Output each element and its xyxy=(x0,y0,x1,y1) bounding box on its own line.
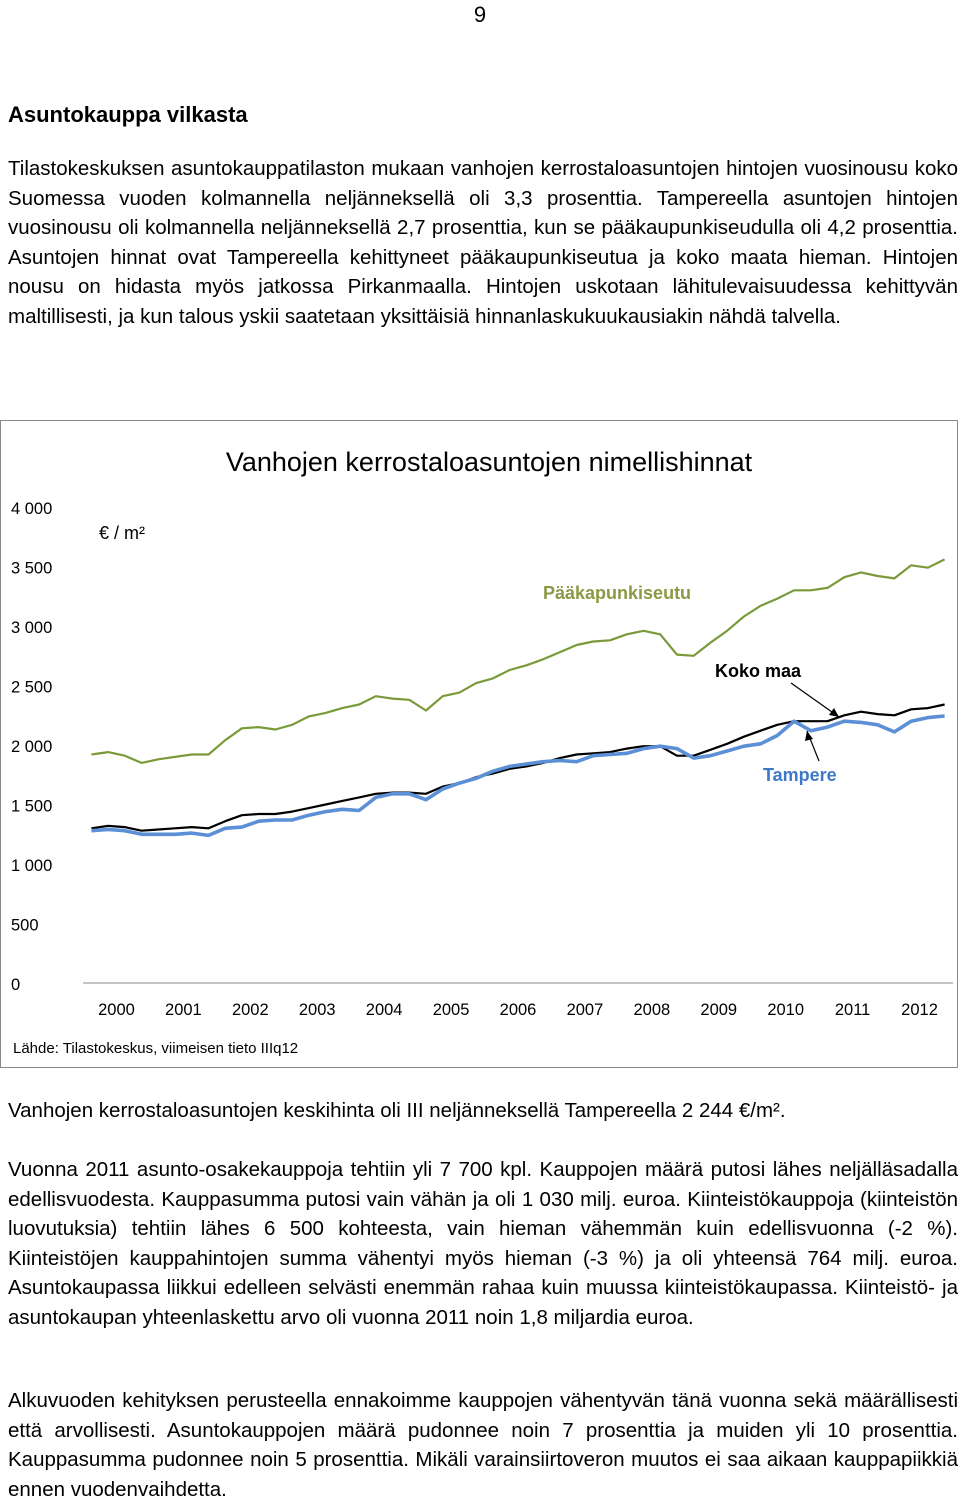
x-tick-label: 2006 xyxy=(500,1001,537,1019)
y-tick-label: 4 000 xyxy=(11,500,52,518)
koko-maa-leader-arrow xyxy=(829,708,839,717)
koko-maa-leader-line xyxy=(790,682,840,718)
y-tick-label: 0 xyxy=(11,976,20,994)
series-label-koko-maa: Koko maa xyxy=(715,661,802,681)
average-price-paragraph: Vanhojen kerrostaloasuntojen keskihinta … xyxy=(8,1099,786,1122)
tampere-leader-arrow xyxy=(805,731,813,741)
x-tick-label: 2002 xyxy=(232,1001,269,1019)
y-tick-label: 3 000 xyxy=(11,619,52,637)
series-line-2 xyxy=(91,714,945,838)
intro-paragraph: Tilastokeskuksen asuntokauppatilaston mu… xyxy=(8,157,958,328)
chart-title: Vanhojen kerrostaloasuntojen nimellishin… xyxy=(226,447,753,477)
chart-source-note: Lähde: Tilastokeskus, viimeisen tieto II… xyxy=(13,1040,298,1057)
x-tick-label: 2008 xyxy=(633,1001,670,1019)
page-number: 9 xyxy=(473,2,487,27)
series-label-paakaupunkiseutu: Pääkapunkiseutu xyxy=(543,583,691,603)
x-tick-label: 2009 xyxy=(700,1001,737,1019)
chart-frame: Vanhojen kerrostaloasuntojen nimellishin… xyxy=(0,420,958,1068)
trade-volume-paragraph: Vuonna 2011 asunto-osakekauppoja tehtiin… xyxy=(8,1158,958,1329)
y-tick-label: 3 500 xyxy=(11,560,52,578)
series-line-0 xyxy=(91,558,946,764)
x-tick-label: 2000 xyxy=(98,1001,135,1019)
series-labels: Pääkapunkiseutu Koko maa Tampere xyxy=(543,583,840,785)
y-tick-label: 1 000 xyxy=(11,857,52,875)
x-tick-label: 2010 xyxy=(767,1001,804,1019)
series-line-1 xyxy=(91,703,945,832)
y-tick-label: 1 500 xyxy=(11,798,52,816)
x-tick-label: 2005 xyxy=(433,1001,470,1019)
series-label-tampere: Tampere xyxy=(763,765,837,785)
price-line-chart: Vanhojen kerrostaloasuntojen nimellishin… xyxy=(11,447,953,1057)
x-tick-label: 2012 xyxy=(901,1001,938,1019)
x-tick-label: 2001 xyxy=(165,1001,202,1019)
y-tick-label: 2 000 xyxy=(11,738,52,756)
y-tick-label: 500 xyxy=(11,917,39,935)
forecast-paragraph: Alkuvuoden kehityksen perusteella ennako… xyxy=(8,1389,958,1501)
x-tick-label: 2004 xyxy=(366,1001,403,1019)
x-tick-label: 2003 xyxy=(299,1001,336,1019)
y-axis-unit-label: € / m² xyxy=(99,523,145,543)
y-tick-label: 2 500 xyxy=(11,679,52,697)
x-tick-label: 2011 xyxy=(835,1001,870,1019)
series-lines xyxy=(91,558,946,838)
x-tick-label: 2007 xyxy=(567,1001,604,1019)
y-axis-ticks: 0 500 1 000 1 500 2 000 2 500 3 000 3 500 4 000 xyxy=(11,500,52,994)
section-heading: Asuntokauppa vilkasta xyxy=(8,102,248,127)
x-axis-ticks: 2000 2001 2002 2003 2004 2005 2006 2007 2008 2009… xyxy=(98,1001,938,1019)
